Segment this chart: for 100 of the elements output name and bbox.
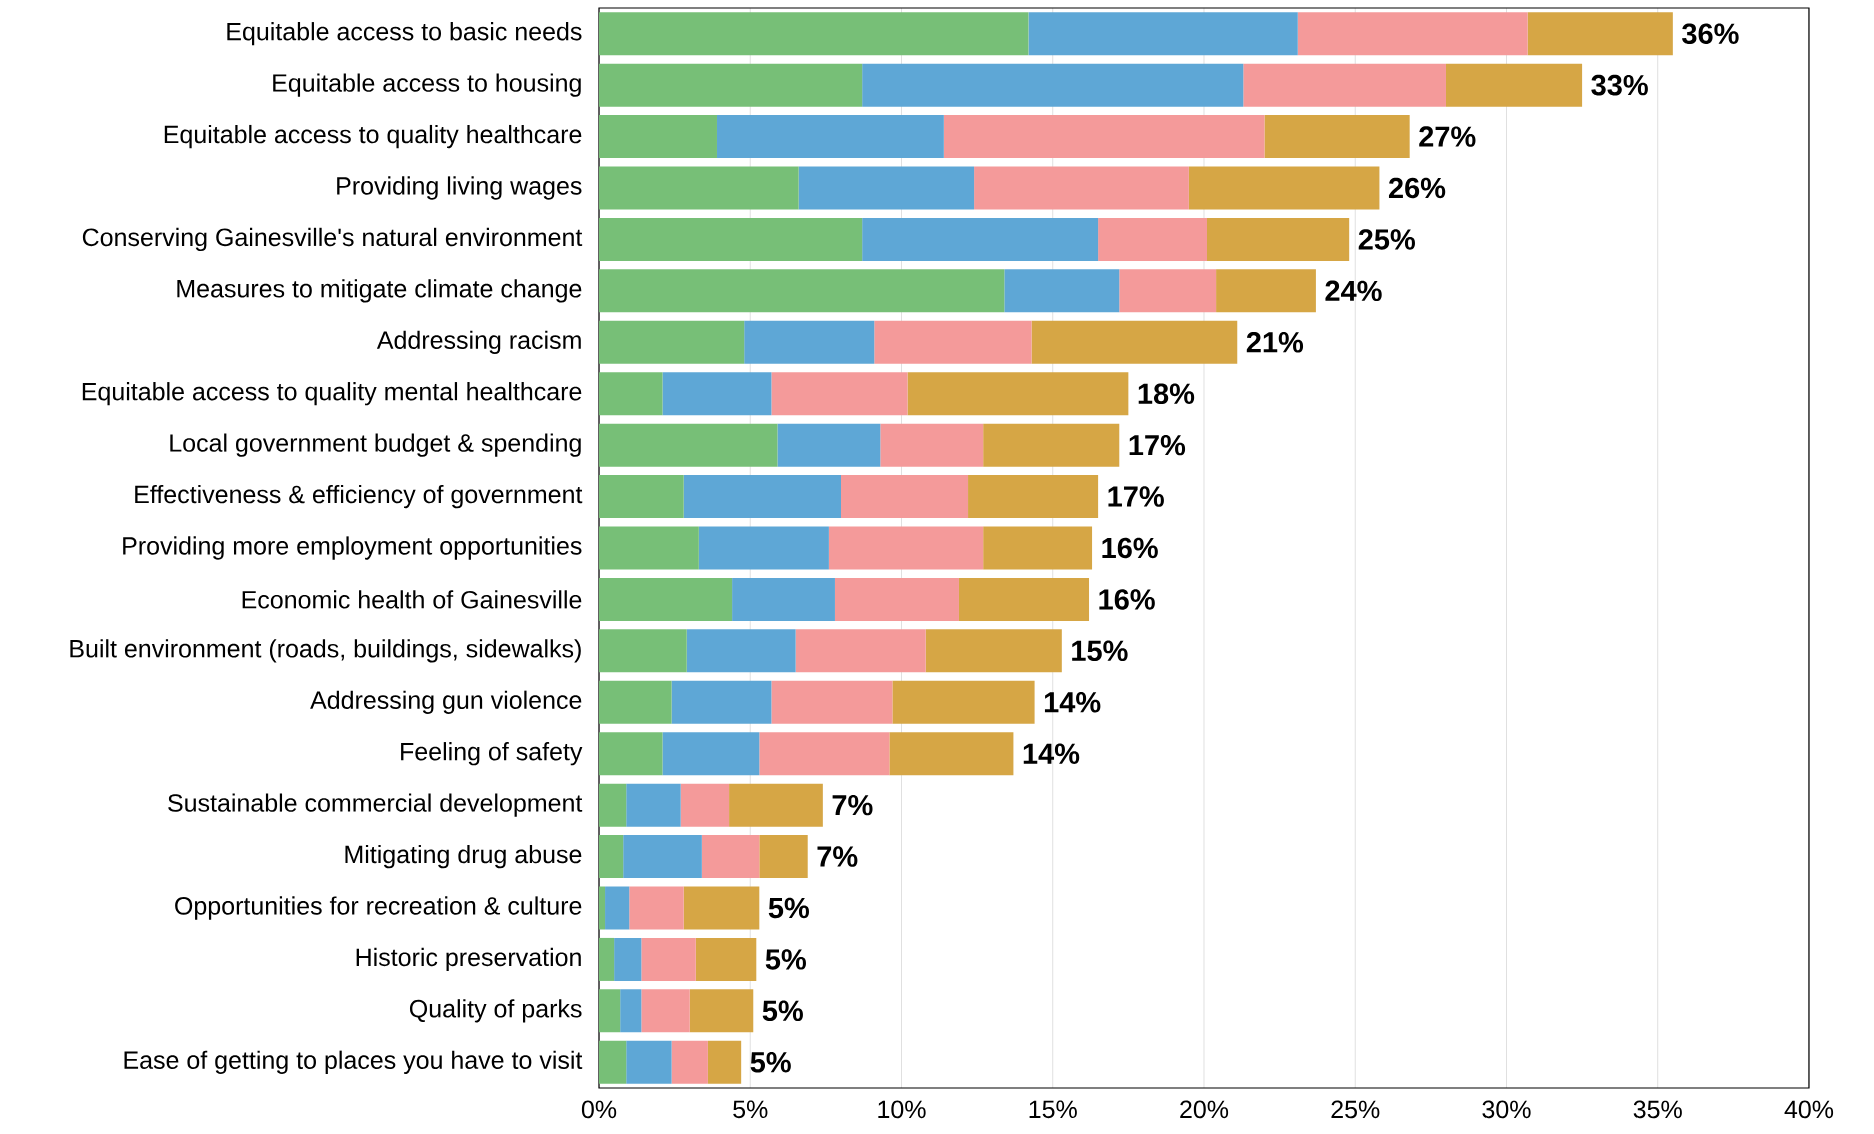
bar — [968, 475, 1099, 519]
total-label: 7% — [832, 794, 873, 816]
x-tick-label: 5% — [733, 1100, 768, 1119]
total-label: 36% — [1682, 23, 1739, 45]
bar — [599, 937, 615, 981]
total-label: 5% — [762, 1000, 803, 1022]
bar — [599, 269, 1005, 313]
x-tick-label: 15% — [1029, 1100, 1077, 1119]
bar — [771, 372, 908, 416]
bar — [599, 63, 863, 107]
bar — [701, 835, 760, 879]
bar — [744, 320, 875, 364]
bar — [943, 115, 1265, 159]
bar — [614, 937, 642, 981]
total-label: 5% — [750, 1052, 791, 1073]
bar — [1445, 63, 1583, 107]
y-tick-label: Equitable access to quality mental healthcare — [82, 382, 582, 406]
bar — [958, 577, 1090, 621]
y-tick-label: Historic preservation — [356, 947, 581, 972]
bar — [683, 475, 841, 519]
bar — [671, 1040, 708, 1084]
total-label: 5% — [768, 897, 809, 919]
bar — [1216, 269, 1316, 313]
bar — [698, 526, 829, 570]
x-tick-label: 20% — [1180, 1100, 1229, 1119]
bar — [862, 217, 1099, 261]
bar — [1028, 12, 1298, 56]
bar — [1119, 269, 1217, 313]
total-label: 33% — [1591, 74, 1648, 96]
bar — [983, 526, 1093, 570]
bar — [974, 166, 1189, 210]
bar — [862, 63, 1244, 107]
bar — [662, 372, 772, 416]
bar — [599, 577, 733, 621]
bar — [629, 886, 684, 930]
bar — [1264, 115, 1410, 159]
total-label: 24% — [1325, 280, 1382, 302]
bar — [771, 680, 893, 724]
total-label: 14% — [1023, 743, 1080, 764]
y-tick-label: Opportunities for recreation & culture — [175, 896, 582, 920]
bar — [716, 115, 944, 159]
total-label: 21% — [1246, 332, 1304, 353]
y-tick-label: Equitable access to quality healthcare — [164, 124, 582, 149]
total-label: 16% — [1099, 589, 1155, 610]
y-tick-label: Conserving Gainesville's natural environment — [82, 227, 583, 252]
bar — [1004, 269, 1120, 313]
bar — [874, 320, 1032, 364]
y-tick-label: Mitigating drug abuse — [345, 844, 582, 869]
bar — [689, 989, 754, 1033]
bar — [834, 577, 959, 621]
x-tick-label: 30% — [1482, 1100, 1531, 1119]
bar — [795, 629, 926, 673]
bar — [1031, 320, 1238, 364]
bar — [599, 732, 663, 776]
y-tick-label: Ease of getting to places you have to visit — [124, 1050, 583, 1074]
total-label: 17% — [1108, 486, 1164, 507]
y-tick-label: Local government budget & spending — [170, 433, 581, 457]
bar — [605, 886, 630, 930]
bar — [641, 937, 696, 981]
y-tick-label: Providing more employment opportunities — [123, 536, 582, 560]
bar — [599, 989, 621, 1033]
bar — [1243, 63, 1446, 107]
x-tick-label: 25% — [1331, 1100, 1380, 1119]
bar — [599, 217, 863, 261]
bar — [671, 680, 772, 724]
x-tick-label: 10% — [878, 1100, 926, 1119]
bar — [626, 783, 681, 827]
bar — [828, 526, 984, 570]
x-tick-label: 0% — [581, 1100, 617, 1119]
y-tick-label: Quality of parks — [409, 999, 582, 1023]
bar — [880, 423, 984, 467]
bar — [1098, 217, 1208, 261]
bar — [732, 577, 835, 621]
y-tick-label: Feeling of safety — [401, 742, 583, 766]
bar — [1207, 217, 1350, 261]
bar — [925, 629, 1062, 673]
total-label: 26% — [1388, 177, 1446, 199]
x-tick-label: 40% — [1784, 1100, 1834, 1119]
total-label: 15% — [1072, 640, 1128, 662]
bar — [759, 835, 808, 879]
bar — [983, 423, 1120, 467]
y-tick-label: Economic health of Gainesville — [242, 590, 582, 609]
y-tick-label: Addressing gun violence — [310, 690, 582, 714]
bar — [729, 783, 823, 827]
bar — [641, 989, 690, 1033]
bar — [620, 989, 642, 1033]
bar — [599, 475, 684, 519]
bar — [683, 886, 760, 930]
bar — [599, 680, 672, 724]
bar — [695, 937, 757, 981]
bar — [662, 732, 760, 776]
x-tick-label: 35% — [1633, 1100, 1682, 1119]
bar — [599, 372, 663, 416]
bar — [599, 835, 624, 879]
bar — [599, 12, 1029, 56]
total-label: 25% — [1358, 229, 1415, 250]
total-label: 17% — [1129, 434, 1186, 456]
bar — [798, 166, 975, 210]
total-label: 16% — [1102, 537, 1158, 559]
y-tick-label: Built environment (roads, buildings, sidewalks) — [70, 639, 581, 663]
